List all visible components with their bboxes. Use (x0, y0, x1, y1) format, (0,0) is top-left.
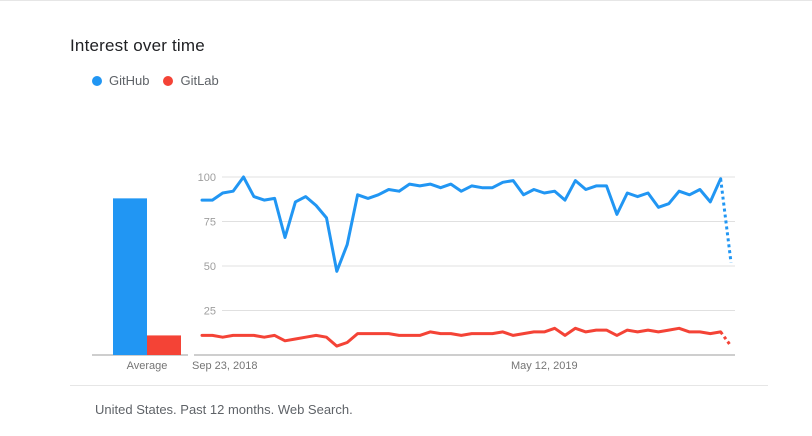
average-label: Average (127, 360, 168, 372)
gitlab-legend-dot-icon (163, 75, 174, 86)
legend-label-github: GitHub (109, 73, 150, 88)
legend-item-gitlab[interactable]: GitLab (163, 73, 219, 88)
x-tick-label: May 12, 2019 (511, 360, 578, 372)
chart-title: Interest over time (70, 36, 205, 55)
legend-item-github[interactable]: GitHub (92, 73, 149, 88)
footer-divider (70, 385, 768, 386)
series-line-gitlab (200, 326, 723, 348)
x-tick-label: Sep 23, 2018 (192, 360, 257, 372)
labels-layer: 100 75 50 25 Average Sep 23, 2018 May 12, 2019 (127, 172, 578, 372)
interest-chart: 100 75 50 25 Average Sep 23, 2018 May 12, 2019 (92, 172, 735, 372)
series-partial-gitlab (719, 330, 733, 347)
legend-label-gitlab: GitLab (180, 73, 219, 88)
grid-layer (194, 176, 735, 356)
legend: GitHub GitLab (92, 73, 233, 88)
average-bar-github (113, 198, 147, 355)
y-tick-label: 100 (198, 172, 216, 184)
y-tick-label: 25 (204, 306, 216, 318)
series-line-github (200, 175, 723, 273)
average-panel (92, 198, 188, 356)
series-partial-github (719, 178, 733, 263)
github-legend-dot-icon (92, 75, 102, 86)
footer-note: United States. Past 12 months. Web Searc… (95, 402, 353, 417)
y-tick-label: 75 (204, 217, 216, 229)
y-tick-label: 50 (204, 261, 216, 273)
top-divider (0, 0, 812, 1)
average-bar-gitlab (147, 335, 181, 355)
series-layer (200, 175, 733, 348)
